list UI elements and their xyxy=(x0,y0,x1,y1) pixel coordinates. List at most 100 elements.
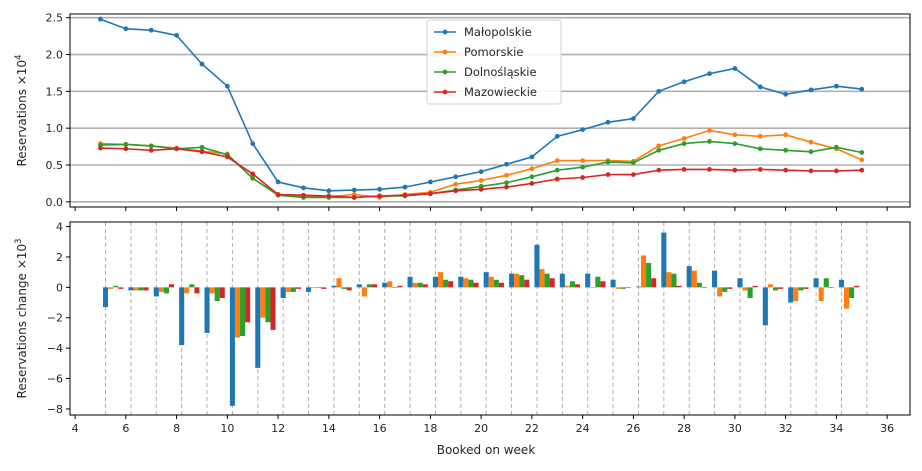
data-point xyxy=(605,172,611,177)
bar xyxy=(544,273,550,288)
data-point xyxy=(402,192,408,198)
data-point xyxy=(630,172,636,177)
data-point xyxy=(808,139,814,145)
legend-label: Dolnośląskie xyxy=(464,65,537,79)
data-point xyxy=(580,164,586,170)
bar xyxy=(727,287,733,289)
bar xyxy=(422,284,428,288)
bar xyxy=(214,287,220,302)
data-point xyxy=(554,167,560,173)
data-point xyxy=(148,147,154,153)
data-point xyxy=(199,149,205,155)
bar xyxy=(620,287,626,289)
data-point xyxy=(123,146,129,152)
y-tick-label: 1.0 xyxy=(46,122,64,135)
data-point xyxy=(174,146,179,152)
x-tick-label: 24 xyxy=(576,422,590,435)
bar xyxy=(752,285,758,288)
legend: Małopolskie Pomorskie Dolnośląskie Mazowiec… xyxy=(426,19,562,105)
bar xyxy=(493,279,499,288)
data-point xyxy=(224,154,230,160)
bar xyxy=(838,279,845,288)
bar xyxy=(113,285,119,288)
data-point xyxy=(453,188,459,194)
data-point xyxy=(783,147,789,153)
bar-series-dolnośląskie xyxy=(113,263,855,336)
plot-frame xyxy=(69,13,911,208)
bar xyxy=(849,287,855,298)
bar xyxy=(189,284,195,288)
bar xyxy=(392,287,398,288)
bar xyxy=(818,287,824,302)
bar xyxy=(321,287,327,289)
y-tick-label: 0.5 xyxy=(46,159,64,172)
data-point xyxy=(123,26,129,32)
bar xyxy=(143,287,149,291)
bar xyxy=(371,284,378,288)
data-point xyxy=(630,116,636,122)
bar-series-małopolskie xyxy=(102,232,845,406)
bar xyxy=(336,278,342,288)
data-point xyxy=(732,167,738,173)
data-point xyxy=(808,149,814,155)
bar xyxy=(255,287,261,368)
data-point xyxy=(554,133,560,139)
bar xyxy=(691,270,697,288)
bar xyxy=(828,287,834,288)
bar xyxy=(813,278,819,288)
x-tick-label: 10 xyxy=(220,422,234,435)
data-point xyxy=(707,71,712,77)
bar xyxy=(311,287,317,288)
bar xyxy=(798,287,804,291)
bar xyxy=(387,281,393,288)
bar xyxy=(640,255,647,288)
data-point xyxy=(707,139,712,144)
y-tick-label: −8 xyxy=(47,403,63,416)
data-point xyxy=(275,179,281,185)
data-point xyxy=(834,168,839,174)
bar-series-mazowieckie xyxy=(118,278,860,330)
bar xyxy=(625,287,631,288)
bar xyxy=(468,279,474,288)
y-axis-label-exponent: 4 xyxy=(14,54,24,59)
x-tick-label: 30 xyxy=(728,422,742,435)
bar xyxy=(569,281,576,288)
data-point xyxy=(326,193,332,199)
bar xyxy=(595,276,601,288)
x-tick-label: 34 xyxy=(829,422,843,435)
data-point xyxy=(681,141,687,147)
bar xyxy=(564,285,570,288)
bar xyxy=(219,287,225,298)
x-tick-label: 22 xyxy=(525,422,539,435)
bar xyxy=(265,287,271,323)
bar xyxy=(448,281,454,288)
data-point xyxy=(732,132,738,138)
bar xyxy=(407,276,413,288)
data-point xyxy=(605,119,611,125)
data-point xyxy=(478,169,484,175)
data-point xyxy=(504,172,509,178)
bar xyxy=(666,272,672,288)
data-point xyxy=(123,141,129,147)
x-tick-label: 4 xyxy=(72,422,79,435)
bar xyxy=(590,287,596,288)
bar-series-pomorskie xyxy=(108,255,850,338)
line-series-małopolskie xyxy=(98,16,865,194)
y-tick-label: −4 xyxy=(47,342,63,355)
bar xyxy=(498,282,504,288)
data-point xyxy=(757,133,763,139)
data-point xyxy=(478,178,484,183)
data-point xyxy=(859,86,865,92)
data-point xyxy=(681,167,687,172)
bar xyxy=(712,270,718,288)
data-point xyxy=(504,180,509,186)
data-point xyxy=(174,32,179,38)
data-point xyxy=(377,186,383,192)
bar xyxy=(234,287,241,338)
bar xyxy=(788,287,794,303)
bar xyxy=(772,287,779,291)
legend-item: Małopolskie xyxy=(434,25,532,39)
x-tick-label: 6 xyxy=(122,422,129,435)
data-point xyxy=(732,141,738,147)
y-axis-label: Reservations change ×103 xyxy=(14,239,29,399)
